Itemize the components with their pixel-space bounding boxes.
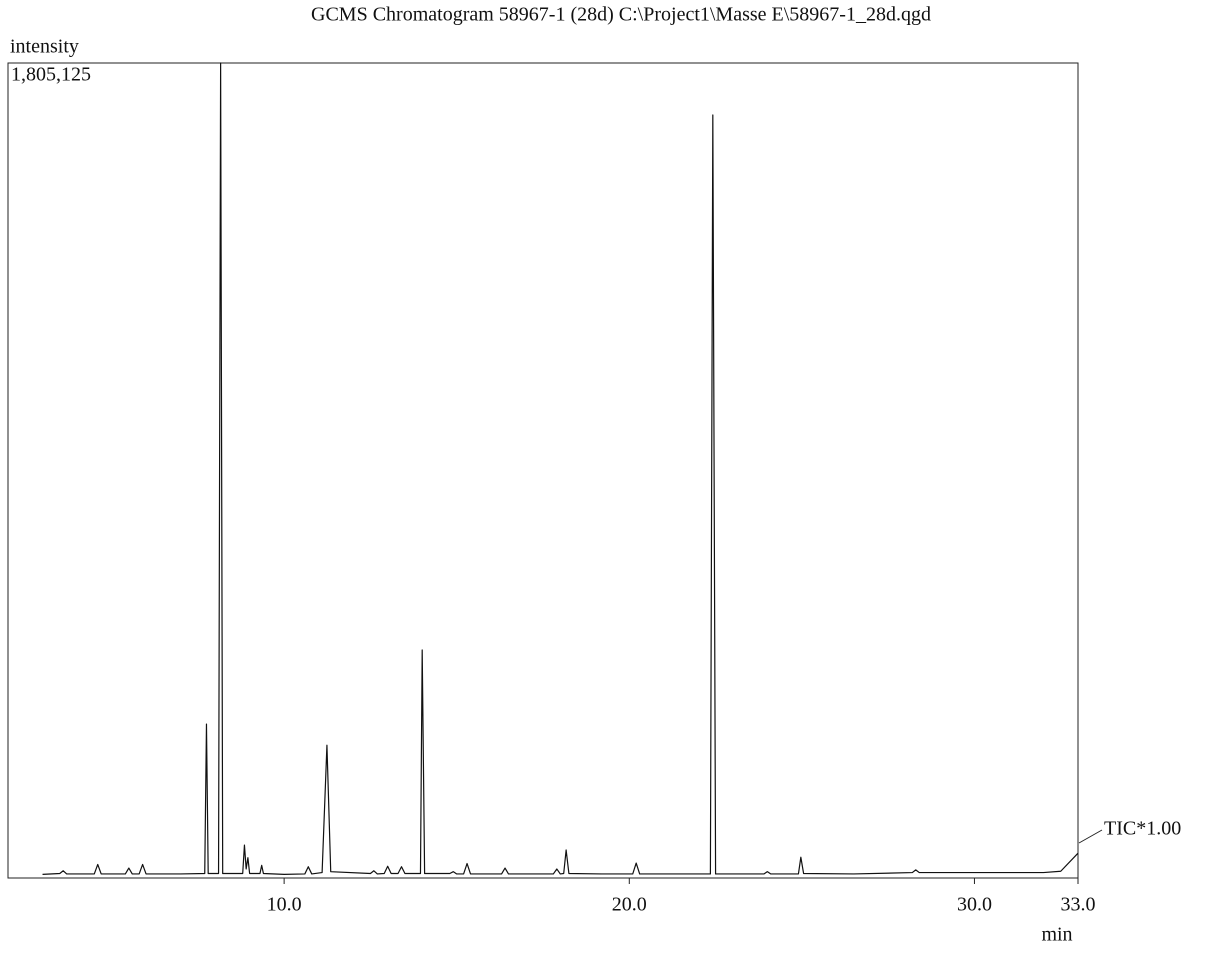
annotation-leader bbox=[1078, 829, 1103, 844]
y-tick-label: 1,805,125 bbox=[11, 64, 91, 86]
x-tick-label: 10.0 bbox=[267, 894, 302, 916]
x-axis-label: min bbox=[1041, 924, 1072, 946]
annotation: TIC*1.00 bbox=[1104, 818, 1181, 840]
y-axis-label: intensity bbox=[10, 36, 79, 58]
chromatogram-line bbox=[42, 62, 1079, 875]
plot-frame bbox=[7, 62, 1079, 879]
x-tick-label: 30.0 bbox=[957, 894, 992, 916]
x-tick-label: 33.0 bbox=[1061, 894, 1096, 916]
chart-title: GCMS Chromatogram 58967-1 (28d) C:\Proje… bbox=[311, 4, 931, 26]
x-tick-label: 20.0 bbox=[612, 894, 647, 916]
